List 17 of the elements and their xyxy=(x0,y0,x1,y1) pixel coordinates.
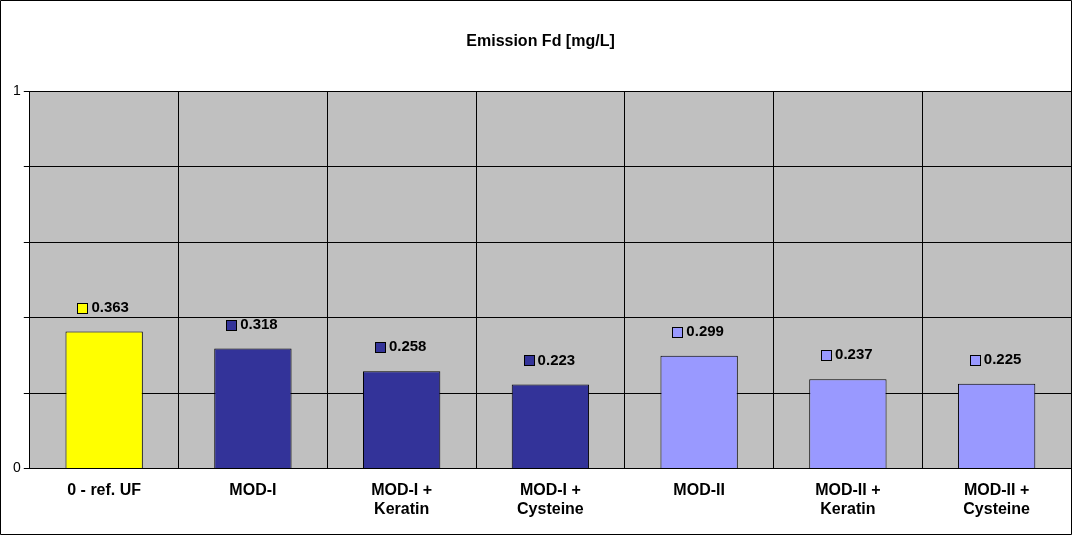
x-tick-label: MOD-I xyxy=(229,480,277,498)
data-label: 0.299 xyxy=(686,321,724,339)
data-label: 0.363 xyxy=(91,297,129,315)
x-tick-label: MOD-II xyxy=(673,480,725,498)
x-tick-label: MOD-I + Keratin xyxy=(371,480,433,517)
data-label: 0.225 xyxy=(983,349,1022,367)
data-label: 0.258 xyxy=(388,337,427,355)
x-tick-label: 0 - ref. UF xyxy=(67,480,142,498)
x-tick-label: MOD-II + Keratin xyxy=(815,480,881,517)
chart-title: Emission Fd [mg/L] xyxy=(466,32,615,50)
data-label: 0.318 xyxy=(240,314,278,332)
data-label: 0.223 xyxy=(537,350,576,368)
x-tick-label: MOD-II + Cysteine xyxy=(963,480,1031,517)
data-label: 0.237 xyxy=(835,345,873,363)
x-tick-label: MOD-I + Cysteine xyxy=(517,480,584,517)
y-tick-label: 0 xyxy=(12,459,21,476)
y-tick-label: 1 xyxy=(12,82,21,99)
